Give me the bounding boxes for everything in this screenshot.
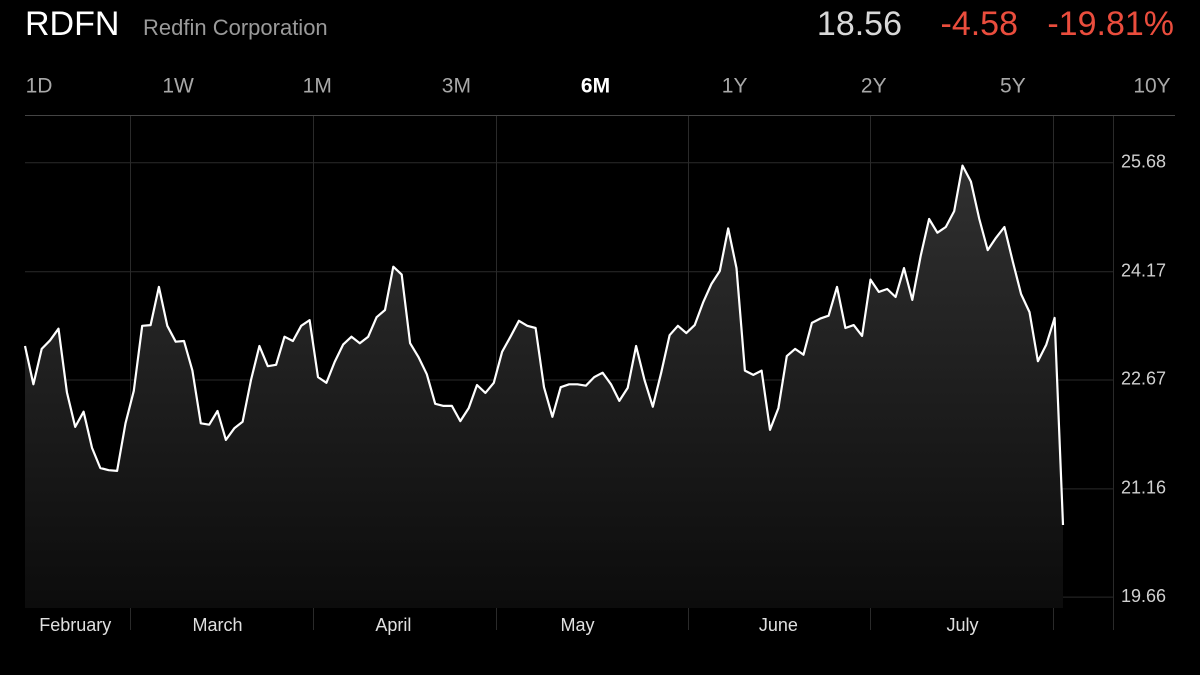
y-tick-label: 24.17 xyxy=(1121,260,1166,280)
range-tab[interactable]: 1Y xyxy=(722,75,748,98)
x-tick-label: February xyxy=(39,615,111,635)
range-tab[interactable]: 1M xyxy=(303,75,332,98)
range-tab[interactable]: 5Y xyxy=(1000,75,1026,98)
x-tick-label: April xyxy=(375,615,411,635)
range-tab[interactable]: 2Y xyxy=(861,75,887,98)
company-name: Redfin Corporation xyxy=(143,15,328,40)
y-tick-label: 22.67 xyxy=(1121,369,1166,389)
y-tick-label: 25.68 xyxy=(1121,151,1166,171)
change-percent: -19.81% xyxy=(1047,5,1174,43)
x-tick-label: March xyxy=(193,615,243,635)
symbol: RDFN xyxy=(25,5,119,43)
x-tick-label: July xyxy=(947,615,979,635)
x-tick-label: June xyxy=(759,615,798,635)
plot: 19.66 21.16 22.67 24.17 25.68 February March Ap… xyxy=(23,151,1166,635)
range-tab[interactable]: 1D xyxy=(26,75,53,98)
range-tab[interactable]: 1W xyxy=(162,75,194,98)
price: 18.56 xyxy=(817,5,902,43)
range-tab[interactable]: 6M xyxy=(581,75,610,98)
y-tick-label: 21.16 xyxy=(1121,478,1166,498)
change: -4.58 xyxy=(941,5,1019,43)
x-tick-label: May xyxy=(560,615,594,635)
area xyxy=(25,165,1063,608)
y-tick-label: 19.66 xyxy=(1121,586,1166,606)
range-tab[interactable]: 3M xyxy=(442,75,471,98)
range-tab[interactable]: 10Y xyxy=(1133,75,1170,98)
price-line xyxy=(23,164,1065,526)
range-tabs: 1D 1W 1M 3M 6M 1Y 2Y 5Y 10Y xyxy=(26,75,1171,98)
